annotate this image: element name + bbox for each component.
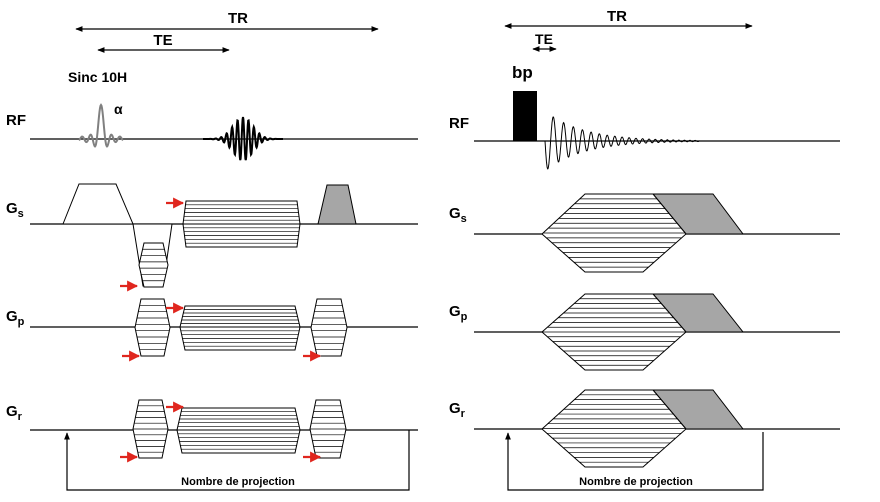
right-gr-main: G <box>449 400 461 417</box>
right-hard-pulse <box>513 91 537 141</box>
right-gp-sub: p <box>461 311 468 323</box>
left-te-label: TE <box>153 32 172 49</box>
left-slice-select-lobe <box>62 183 134 225</box>
left-gs-main-block-bottom <box>182 223 301 248</box>
left-gr-sub: r <box>18 411 23 423</box>
left-gp-main-top <box>179 305 301 328</box>
left-gs-main-block-top <box>182 200 301 225</box>
right-loop-label: Nombre de projection <box>579 476 693 488</box>
left-gp-block-3 <box>310 298 348 357</box>
right-te-label: TE <box>535 31 553 47</box>
right-gs-main: G <box>449 205 461 222</box>
left-gp-block-1 <box>134 298 171 357</box>
left-gp-block-1-outline <box>134 298 171 357</box>
right-sequence-panel: TR TE bp RF Gs Gp Gr Nombre de projectio… <box>449 8 840 491</box>
left-echo-signal <box>203 116 283 161</box>
left-gs-label: Gs <box>6 200 24 220</box>
left-gs-spoiler <box>317 184 357 225</box>
right-pulse-label: bp <box>512 63 533 82</box>
left-gp-block-3-outline <box>310 298 348 357</box>
left-gs-refocus-steps <box>138 242 169 288</box>
left-gs-sub: s <box>18 208 24 220</box>
right-gradient-blocks <box>541 193 745 468</box>
left-sinc-pulse <box>78 103 124 148</box>
left-loop-label: Nombre de projection <box>181 476 295 488</box>
left-sequence-panel: TR TE Sinc 10H α RF Gs Gp Gr <box>6 10 418 491</box>
left-gp-main-bottom <box>179 326 301 351</box>
left-gr-main: G <box>6 403 18 420</box>
right-gr-block <box>541 389 745 468</box>
right-projection-loop <box>505 432 764 491</box>
left-gp-sub: p <box>18 316 25 328</box>
right-gs-sub: s <box>461 213 467 225</box>
right-gr-label: Gr <box>449 400 466 420</box>
left-gp-main: G <box>6 308 18 325</box>
left-projection-loop <box>64 430 410 491</box>
left-phase-encode-blocks <box>132 200 348 459</box>
left-encoding-arrows <box>120 197 322 463</box>
left-pulse-label: Sinc 10H <box>68 69 127 85</box>
left-gr-main-bottom <box>176 429 301 454</box>
right-gp-main: G <box>449 303 461 320</box>
right-gr-sub: r <box>461 408 466 420</box>
right-gs-block <box>541 193 744 273</box>
left-gr-main-top <box>176 407 301 431</box>
left-gs-main: G <box>6 200 18 217</box>
right-gs-label: Gs <box>449 205 467 225</box>
left-gr-block-3 <box>309 399 347 459</box>
right-fid-signal <box>544 116 700 170</box>
left-rf-label: RF <box>6 112 26 129</box>
right-gp-block <box>541 293 745 371</box>
left-gp-label: Gp <box>6 308 25 328</box>
left-flip-angle-label: α <box>114 101 123 117</box>
right-gp-label: Gp <box>449 303 468 323</box>
left-gs-refocus-steps-outline <box>138 242 169 288</box>
left-tr-label: TR <box>228 10 248 27</box>
left-gr-label: Gr <box>6 403 23 423</box>
right-rf-label: RF <box>449 115 469 132</box>
left-gr-block-1 <box>132 399 169 459</box>
right-tr-label: TR <box>607 8 627 25</box>
